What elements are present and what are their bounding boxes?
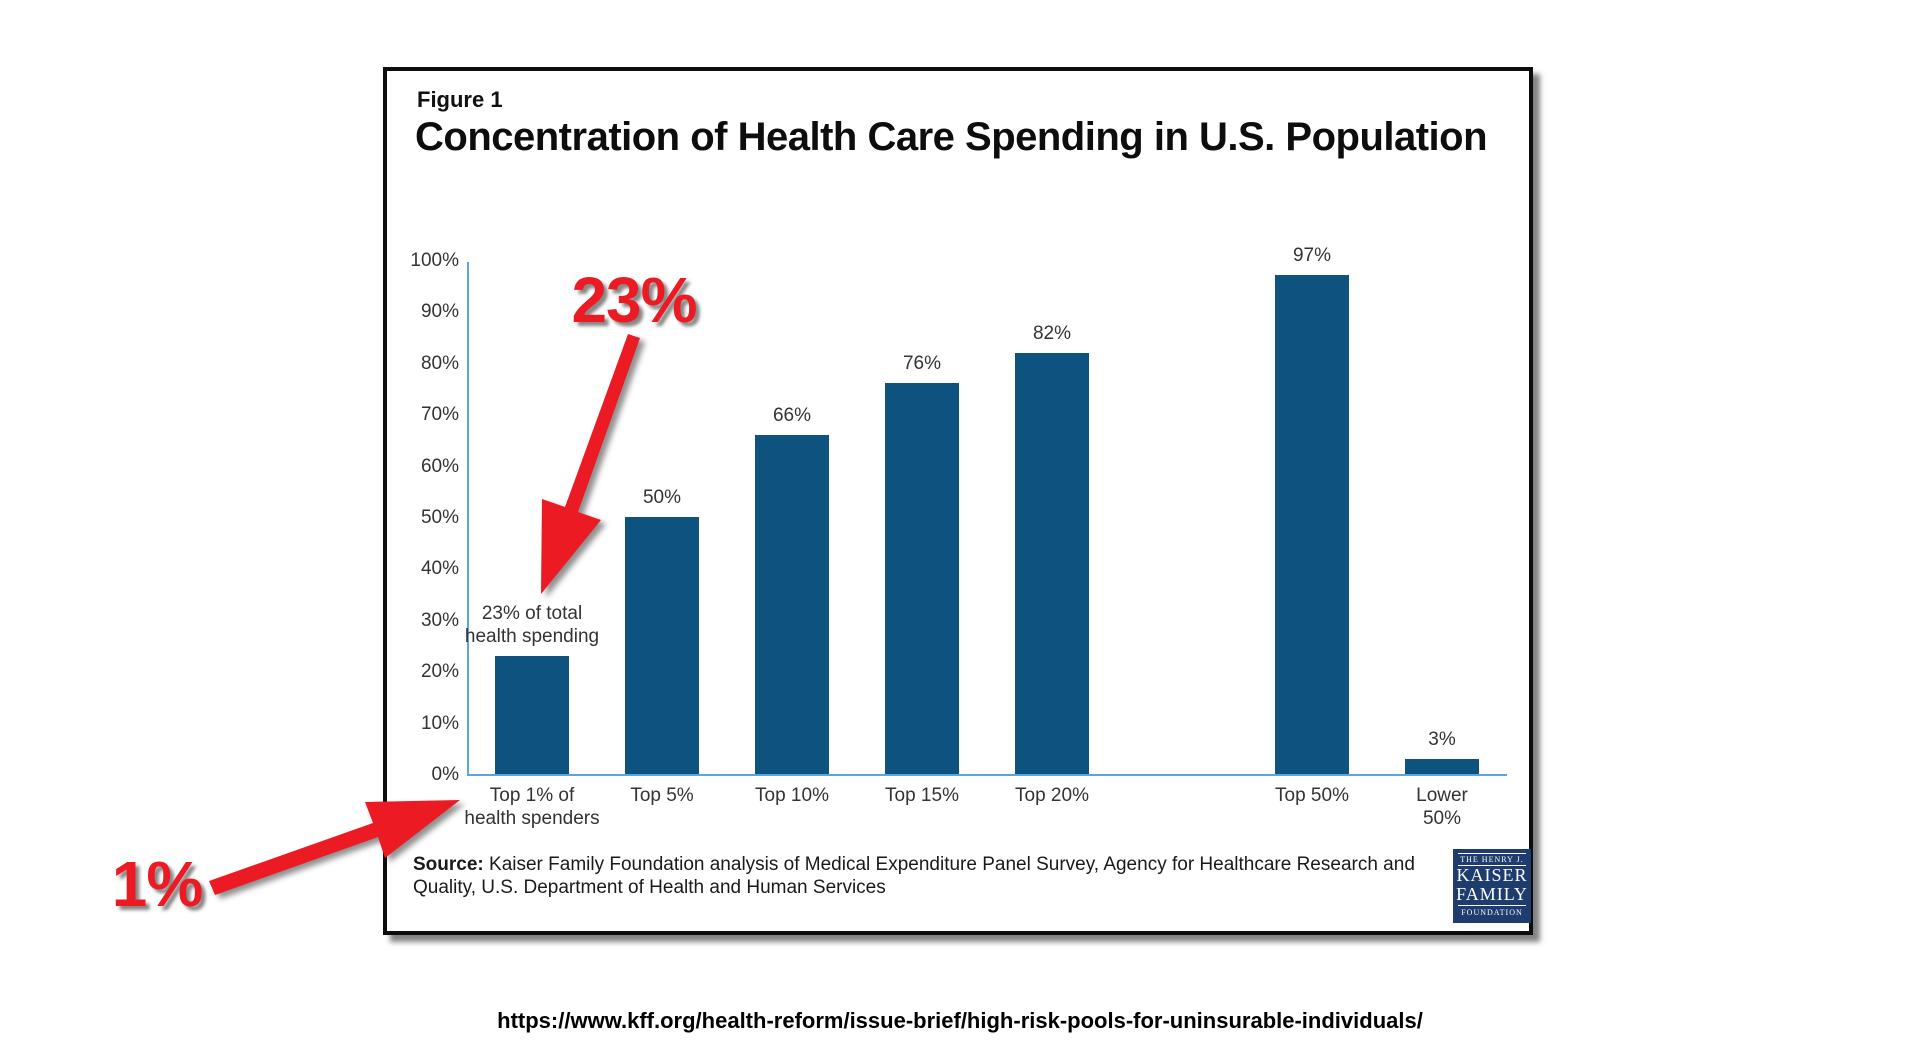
y-tick-label: 30%	[420, 609, 459, 631]
bar-top-10-	[755, 435, 829, 774]
kff-logo-line-kaiser: KAISER	[1456, 865, 1528, 885]
x-tick-label: Lower 50%	[1416, 785, 1468, 829]
bar-top-50-	[1275, 275, 1349, 774]
annotation-23-percent: 23%	[571, 264, 697, 336]
source-url: https://www.kff.org/health-reform/issue-…	[497, 1008, 1423, 1033]
y-tick-label: 100%	[410, 250, 459, 271]
bar-value-label: 3%	[1428, 729, 1456, 750]
x-tick-label: Top 5%	[630, 785, 694, 806]
figure-frame: Figure 1 Concentration of Health Care Sp…	[383, 67, 1533, 935]
kff-logo: THE HENRY J. KAISER FAMILY FOUNDATION	[1453, 849, 1531, 923]
bar-value-label: 76%	[902, 353, 942, 374]
bar-chart-plot-area: 0% 10% 20% 30% 40% 50% 60% 70% 80% 90% 100% 23% of …	[410, 245, 1507, 829]
source-note: Source: Kaiser Family Foundation analysi…	[413, 853, 1443, 899]
bar-top-20-	[1015, 353, 1089, 774]
y-tick-label: 0%	[431, 764, 459, 785]
kff-logo-line-foundation: FOUNDATION	[1458, 905, 1526, 917]
annotation-1-percent: 1%	[111, 848, 203, 920]
y-tick-label: 70%	[420, 404, 459, 426]
bar-top-1-of-health-spenders	[495, 656, 569, 774]
y-tick-label: 60%	[420, 455, 459, 477]
y-tick-label: 20%	[420, 661, 459, 683]
kff-logo-line-henry: THE HENRY J.	[1458, 853, 1526, 866]
y-tick-label: 90%	[420, 301, 459, 323]
x-tick-label: Top 1% of health spenders	[464, 785, 600, 829]
y-tick-label: 40%	[420, 558, 459, 580]
figure-label: Figure 1	[417, 87, 503, 112]
kff-logo-line-family: FAMILY	[1456, 884, 1528, 904]
bar-value-label: 66%	[772, 405, 812, 426]
source-text: Kaiser Family Foundation analysis of Med…	[413, 854, 1415, 898]
x-tick-label: Top 10%	[755, 785, 829, 806]
bar-value-label: 23% of total health spending	[464, 603, 600, 647]
bar-value-label: 97%	[1292, 245, 1332, 266]
x-tick-label: Top 50%	[1275, 785, 1349, 806]
x-tick-label: Top 15%	[885, 785, 959, 806]
bar-lower-50-	[1405, 759, 1479, 774]
y-tick-label: 10%	[420, 712, 459, 734]
bar-top-15-	[885, 383, 959, 774]
y-tick-label: 80%	[420, 352, 459, 374]
y-tick-label: 50%	[420, 507, 459, 528]
bar-top-5-	[625, 517, 699, 774]
x-tick-label: Top 20%	[1015, 785, 1089, 806]
bar-value-label: 50%	[642, 487, 682, 508]
source-label: Source:	[413, 854, 484, 875]
figure-title: Concentration of Health Care Spending in…	[415, 115, 1488, 159]
bar-value-label: 82%	[1032, 323, 1072, 344]
